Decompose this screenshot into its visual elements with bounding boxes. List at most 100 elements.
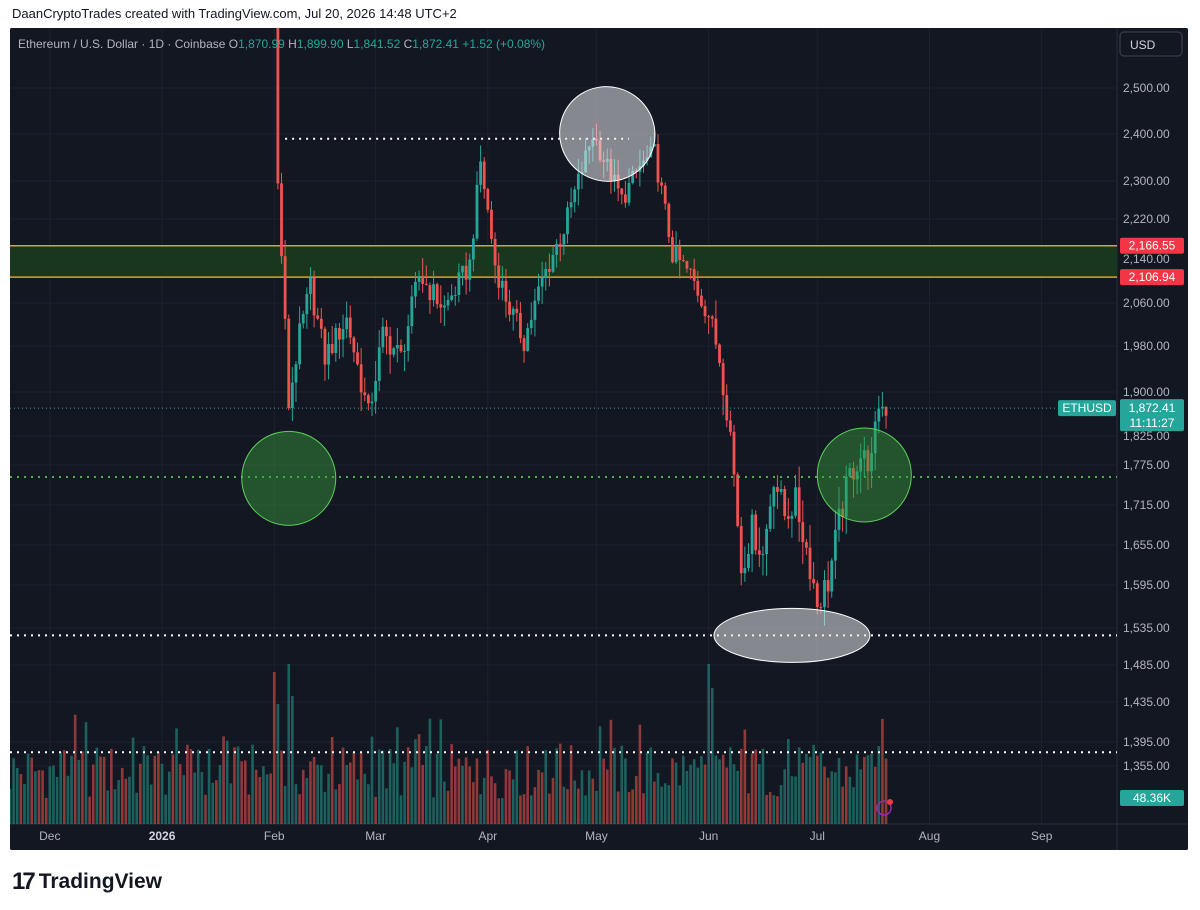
volume-bar	[30, 757, 34, 824]
candle-body	[747, 553, 750, 569]
chart-frame[interactable]: Dec 2026 Feb Mar Apr May Jun Jul Aug Sep 2,500.00 2…	[10, 28, 1188, 850]
candle-body	[312, 277, 316, 316]
candle-body	[761, 554, 765, 556]
volume-bar	[497, 798, 500, 824]
candle-body	[356, 352, 359, 365]
legend-o-label: O	[229, 37, 238, 51]
candle-body	[453, 295, 457, 297]
volume-bar	[573, 780, 577, 824]
candle-body	[338, 327, 341, 340]
candle-body	[403, 350, 406, 352]
tradingview-branding: 17 TradingView	[12, 868, 162, 896]
volume-bar	[508, 770, 511, 824]
volume-bar	[834, 772, 837, 824]
volume-bar	[367, 784, 370, 824]
volume-bar	[178, 764, 182, 824]
volume-bar	[77, 759, 81, 824]
currency-button[interactable]	[1119, 31, 1183, 57]
y-tick-label: 2,060.00	[1123, 296, 1170, 310]
candle-body	[439, 304, 443, 308]
candle-body	[685, 260, 689, 269]
highlight-ellipse	[559, 86, 656, 182]
candle-body	[363, 392, 367, 396]
volume-bar	[425, 746, 428, 824]
candle-body	[765, 528, 768, 555]
candle-body	[457, 272, 461, 296]
candle-body	[815, 583, 819, 608]
volume-bar	[533, 787, 537, 824]
candle-body	[298, 323, 301, 365]
y-tick-label: 2,140.00	[1123, 252, 1170, 266]
volume-bar	[522, 794, 526, 824]
candle-body	[823, 580, 826, 608]
legend-symbol: Ethereum / U.S. Dollar · 1D · Coinbase	[18, 37, 229, 51]
volume-bar	[91, 764, 95, 824]
volume-bar	[135, 792, 138, 824]
volume-bar	[124, 778, 128, 824]
volume-bar	[873, 766, 877, 824]
candle-body	[276, 28, 280, 184]
volume-bar	[725, 767, 729, 824]
volume-bar	[414, 739, 417, 824]
volume-bar	[634, 776, 638, 824]
volume-bar	[392, 763, 396, 824]
candle-body	[721, 363, 725, 396]
candle-body	[848, 467, 852, 477]
candle-body	[555, 243, 559, 255]
volume-bar	[305, 778, 309, 824]
volume-bar	[309, 761, 312, 824]
volume-bar	[12, 758, 15, 824]
candle-body	[348, 317, 352, 338]
candle-body	[526, 328, 530, 351]
volume-bar	[703, 764, 707, 824]
last-price-label: 1,872.41	[1129, 401, 1176, 415]
volume-bar	[526, 746, 529, 824]
candle-body	[500, 280, 504, 288]
y-tick-label: 1,435.00	[1123, 695, 1170, 709]
candle-body	[323, 328, 327, 365]
volume-bar	[164, 794, 167, 824]
x-tick-label: Dec	[39, 829, 60, 843]
volume-bar	[167, 771, 171, 824]
volume-bar	[587, 770, 591, 824]
volume-bar	[374, 796, 377, 824]
legend-h-label: H	[288, 37, 297, 51]
volume-bar	[653, 781, 656, 824]
volume-bar	[99, 756, 102, 824]
volume-bar	[729, 747, 732, 824]
candle-body	[479, 161, 482, 185]
volume-bar	[754, 749, 758, 824]
volume-bar	[457, 758, 461, 824]
volume-bar	[120, 767, 124, 824]
volume-bar	[678, 785, 681, 824]
candle-body	[475, 184, 479, 239]
candle-body	[671, 237, 674, 263]
volume-bar	[707, 664, 710, 824]
volume-bar	[70, 755, 73, 824]
volume-label-bg	[1120, 790, 1184, 806]
candle-body	[750, 514, 754, 554]
volume-bar	[848, 776, 852, 824]
volume-bar	[280, 750, 283, 824]
volume-bar	[794, 776, 797, 824]
candle-body	[862, 450, 866, 459]
volume-bar	[758, 764, 761, 824]
volume-bar	[663, 783, 667, 824]
volume-bar	[569, 745, 573, 824]
candlestick-chart[interactable]: Dec 2026 Feb Mar Apr May Jun Jul Aug Sep 2,500.00 2…	[10, 28, 1188, 850]
volume-bar	[26, 753, 30, 824]
volume-bar	[44, 797, 48, 824]
volume-bar	[106, 790, 110, 824]
volume-bar	[247, 794, 251, 824]
volume-bar	[479, 794, 482, 824]
candle-body	[385, 326, 388, 337]
volume-bar	[468, 766, 472, 824]
candle-body	[776, 487, 779, 492]
candle-body	[739, 525, 743, 574]
volume-bar	[432, 797, 435, 824]
volume-bar	[805, 753, 808, 824]
volume-bar	[334, 789, 338, 824]
candle-body	[414, 281, 417, 297]
candle-body	[334, 327, 338, 354]
volume-bar	[790, 776, 794, 824]
